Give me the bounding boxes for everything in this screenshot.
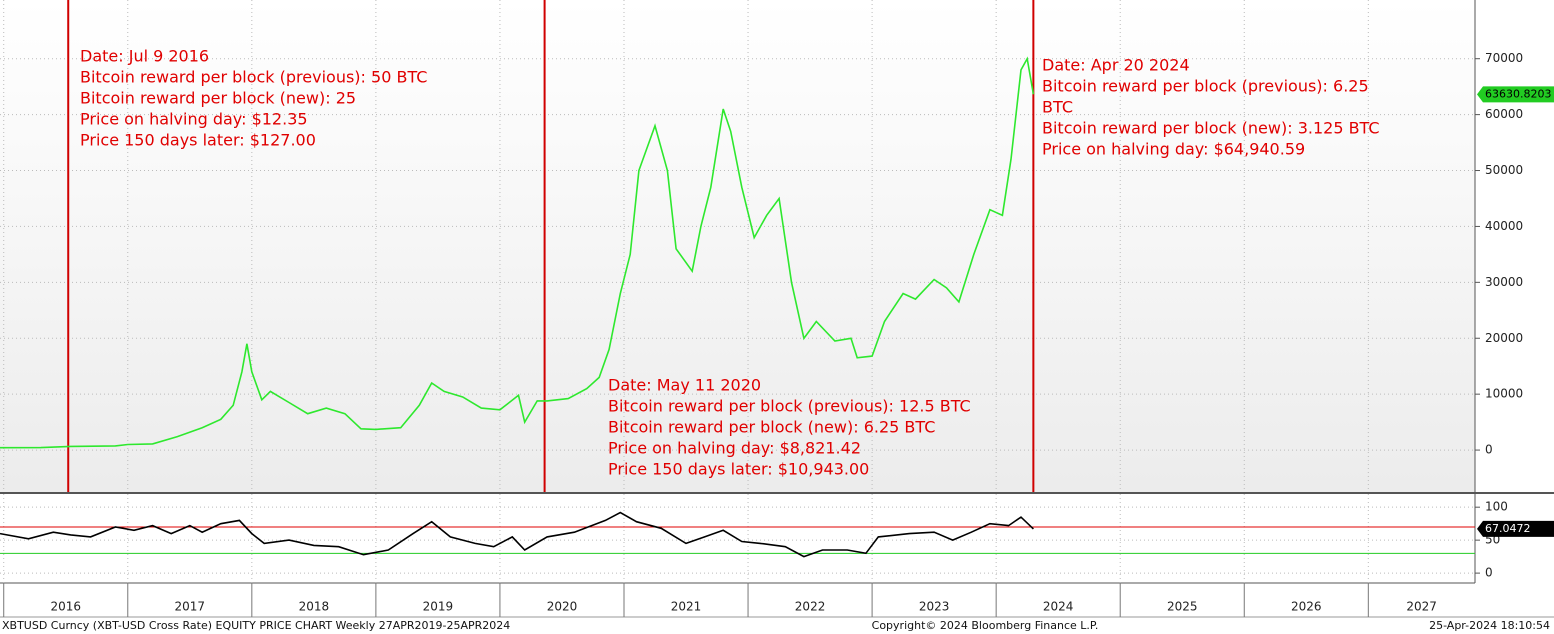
annotation: Bitcoin reward per block (new): 6.25 BTC bbox=[608, 418, 935, 437]
last-value-tag bbox=[1477, 520, 1554, 537]
x-tick-label: 2016 bbox=[50, 600, 81, 614]
footer-center: Copyright© 2024 Bloomberg Finance L.P. bbox=[872, 619, 1099, 632]
x-tick-label: 2020 bbox=[547, 600, 578, 614]
x-tick-label: 2027 bbox=[1406, 600, 1437, 614]
y-tick-label: 100 bbox=[1485, 500, 1508, 514]
plot-background bbox=[0, 0, 1475, 492]
x-tick-label: 2019 bbox=[423, 600, 454, 614]
annotation: Date: Apr 20 2024 bbox=[1042, 56, 1190, 75]
y-tick-label: 50000 bbox=[1485, 163, 1523, 177]
y-tick-label: 70000 bbox=[1485, 51, 1523, 65]
annotation: Price on halving day: $64,940.59 bbox=[1042, 140, 1305, 159]
annotation: Bitcoin reward per block (previous): 6.2… bbox=[1042, 77, 1369, 96]
footer-left: XBTUSD Curncy (XBT-USD Cross Rate) EQUIT… bbox=[2, 619, 510, 632]
last-value-label: 67.0472 bbox=[1485, 522, 1531, 535]
x-tick-label: 2018 bbox=[299, 600, 330, 614]
y-tick-label: 30000 bbox=[1485, 275, 1523, 289]
x-tick-label: 2025 bbox=[1167, 600, 1198, 614]
price-line bbox=[0, 56, 1035, 449]
annotation: Bitcoin reward per block (previous): 12.… bbox=[608, 397, 971, 416]
x-tick-label: 2017 bbox=[175, 600, 206, 614]
y-tick-label: 60000 bbox=[1485, 107, 1523, 121]
y-tick-label: 0 bbox=[1485, 443, 1493, 457]
price-line bbox=[0, 511, 1034, 558]
annotation: Bitcoin reward per block (new): 3.125 BT… bbox=[1042, 119, 1380, 138]
annotation: Price on halving day: $12.35 bbox=[80, 110, 308, 129]
annotation: Date: Jul 9 2016 bbox=[80, 47, 209, 66]
footer-right: 25-Apr-2024 18:10:54 bbox=[1429, 619, 1550, 632]
y-tick-label: 40000 bbox=[1485, 219, 1523, 233]
annotation: Date: May 11 2020 bbox=[608, 376, 761, 395]
y-tick-label: 0 bbox=[1485, 566, 1493, 580]
x-tick-label: 2022 bbox=[795, 600, 826, 614]
annotation: BTC bbox=[1042, 98, 1073, 117]
x-tick-label: 2023 bbox=[919, 600, 950, 614]
x-tick-label: 2024 bbox=[1043, 600, 1074, 614]
annotation: Price on halving day: $8,821.42 bbox=[608, 439, 861, 458]
last-value-tag bbox=[1477, 86, 1554, 103]
x-tick-label: 2021 bbox=[671, 600, 702, 614]
annotation: Price 150 days later: $127.00 bbox=[80, 131, 316, 150]
x-tick-label: 2026 bbox=[1291, 600, 1322, 614]
y-tick-label: 20000 bbox=[1485, 331, 1523, 345]
annotation: Bitcoin reward per block (previous): 50 … bbox=[80, 68, 427, 87]
y-tick-label: 10000 bbox=[1485, 387, 1523, 401]
annotation: Bitcoin reward per block (new): 25 bbox=[80, 89, 356, 108]
annotation: Price 150 days later: $10,943.00 bbox=[608, 460, 869, 479]
last-value-label: 63630.8203 bbox=[1485, 87, 1551, 100]
